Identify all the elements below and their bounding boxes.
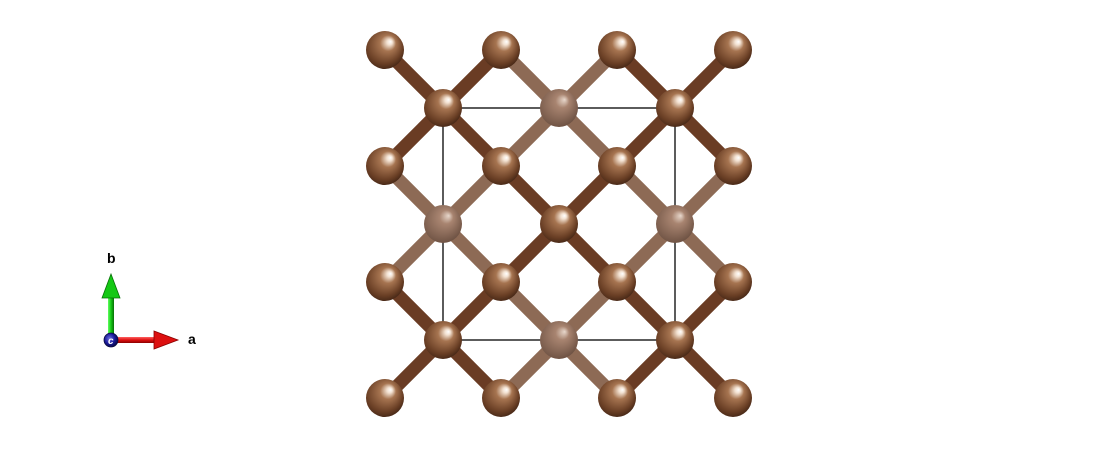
atom-front[interactable]	[482, 379, 520, 417]
axis-a-shaft	[112, 337, 156, 343]
atom-front[interactable]	[714, 379, 752, 417]
axis-b-label: b	[107, 250, 116, 266]
atom-front[interactable]	[482, 147, 520, 185]
axis-b-arrowhead	[101, 272, 121, 299]
atom-front[interactable]	[366, 147, 404, 185]
atom-front[interactable]	[656, 321, 694, 359]
atom-front[interactable]	[424, 89, 462, 127]
axis-indicator: c a b	[101, 250, 196, 350]
atom-front[interactable]	[598, 147, 636, 185]
axis-c-marker	[103, 332, 119, 348]
atom-back[interactable]	[424, 205, 462, 243]
atom-front[interactable]	[366, 31, 404, 69]
atom-back[interactable]	[656, 205, 694, 243]
atom-front[interactable]	[656, 89, 694, 127]
atom-front[interactable]	[482, 31, 520, 69]
atom-front[interactable]	[424, 321, 462, 359]
front-atoms	[366, 31, 752, 417]
atom-front[interactable]	[598, 31, 636, 69]
back-atoms	[424, 89, 694, 359]
atom-front[interactable]	[598, 263, 636, 301]
axis-b-shaft	[108, 296, 114, 340]
atom-front[interactable]	[714, 31, 752, 69]
atom-back[interactable]	[540, 321, 578, 359]
atom-front[interactable]	[482, 263, 520, 301]
atom-front[interactable]	[540, 205, 578, 243]
axis-c-label: c	[108, 336, 114, 347]
atom-front[interactable]	[366, 263, 404, 301]
atom-front[interactable]	[598, 379, 636, 417]
axis-a-label: a	[188, 331, 196, 347]
atom-front[interactable]	[366, 379, 404, 417]
atom-front[interactable]	[714, 263, 752, 301]
atom-back[interactable]	[540, 89, 578, 127]
axis-a-arrowhead	[153, 330, 180, 350]
atom-front[interactable]	[714, 147, 752, 185]
